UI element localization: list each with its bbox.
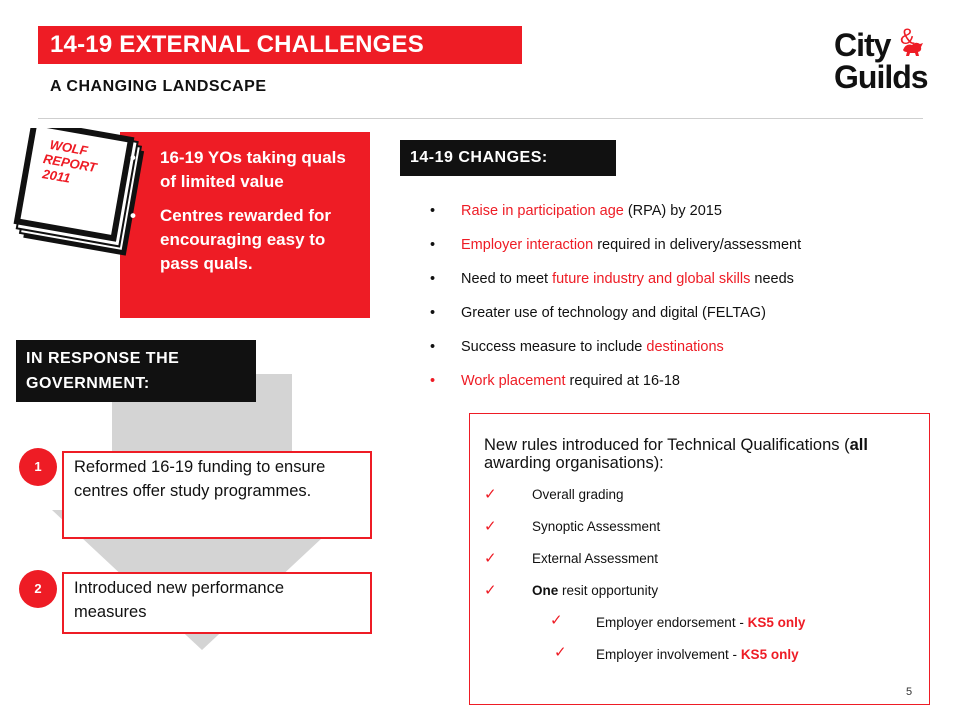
response-step-2: Introduced new performance measures [62,572,372,634]
wolf-finding: • Centres rewarded for encouraging easy t… [130,206,331,273]
new-rules-list: ✓ Overall grading ✓ Synoptic Assessment ✓ E… [484,486,806,679]
check-icon: ✓ [484,518,497,535]
city-and-guilds-logo: City & Guilds [834,24,934,100]
changes-list: • Raise in participation age (RPA) by 201… [430,203,920,407]
lion-icon [903,42,923,56]
check-icon: ✓ [484,486,497,503]
rules-item: ✓ Overall grading [484,486,624,503]
changes-item: • Raise in participation age (RPA) by 201… [430,203,722,219]
changes-item: • Employer interaction required in delive… [430,237,802,253]
logo-ampersand: & [900,24,915,49]
check-icon: ✓ [484,582,497,599]
response-step-1: Reformed 16-19 funding to ensure centres… [62,451,372,539]
check-icon: ✓ [550,612,563,629]
changes-item: • Success measure to include destinations [430,339,724,355]
changes-label: 14-19 CHANGES: [400,140,616,176]
book-label-1: WOLF [49,137,90,159]
book-label-3: 2011 [40,166,71,186]
wolf-report-panel [120,132,370,318]
logo-line-1: City [834,27,891,63]
wolf-findings-list: • 16-19 YOs taking quals of limited value… [130,146,366,286]
rules-item: ✓ Synoptic Assessment [484,518,661,535]
rules-item: ✓ One resit opportunity [484,582,659,599]
page-subtitle: A CHANGING LANDSCAPE [50,78,267,95]
step-number-badge: 1 [19,448,57,486]
new-rules-panel [469,413,930,705]
check-icon: ✓ [554,644,567,661]
changes-item: • Greater use of technology and digital (… [430,305,766,321]
page-title: 14-19 EXTERNAL CHALLENGES [38,26,522,64]
response-label: IN RESPONSE THE GOVERNMENT: [16,340,256,402]
step-number-badge: 2 [19,570,57,608]
changes-item: • Need to meet future industry and global… [430,271,794,287]
check-icon: ✓ [484,550,497,567]
wolf-finding: • 16-19 YOs taking quals of limited value [130,148,346,191]
changes-item: • Work placement required at 16-18 [430,373,680,389]
rules-sub-item: ✓ Employer involvement - KS5 only [554,644,799,662]
page-number: 5 [906,686,913,698]
wolf-report-book-icon: WOLF REPORT 2011 [13,128,145,256]
rules-item: ✓ External Assessment [484,550,659,567]
header-divider [38,118,923,119]
logo-line-2: Guilds [834,59,929,95]
new-rules-title: New rules introduced for Technical Quali… [484,436,868,472]
rules-sub-item: ✓ Employer endorsement - KS5 only [550,612,806,630]
